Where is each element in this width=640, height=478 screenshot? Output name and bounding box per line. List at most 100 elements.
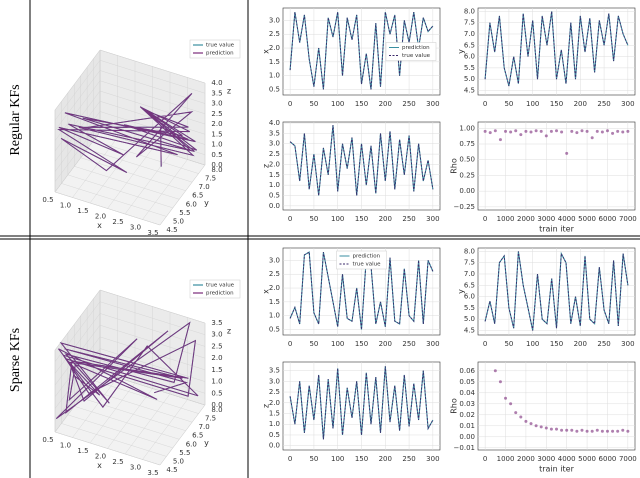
x-tick-label: 3.5 bbox=[147, 469, 158, 477]
x-tick-label: 3000 bbox=[537, 455, 555, 463]
point bbox=[585, 429, 589, 433]
y-tick-label: 2.5 bbox=[269, 30, 280, 38]
y-tick-label: 4.5 bbox=[464, 326, 475, 334]
x-tick-label: 300 bbox=[621, 100, 634, 108]
y-tick-label: 8.0 bbox=[464, 247, 475, 255]
point bbox=[498, 380, 502, 384]
y-tick-label: 3.5 bbox=[269, 367, 280, 375]
x-tick-label: 250 bbox=[402, 340, 415, 348]
point bbox=[549, 129, 553, 133]
y-tick-label: 3.0 bbox=[269, 256, 280, 264]
y-tick-label: 6.5 bbox=[192, 432, 203, 440]
x-tick-label: 4000 bbox=[558, 215, 576, 223]
y-tick-label: 6.0 bbox=[186, 200, 197, 208]
y-tick-label: 0.25 bbox=[459, 171, 475, 179]
z-tick-label: 2.0 bbox=[211, 354, 222, 362]
y-tick-label: 0.5 bbox=[269, 85, 280, 93]
point bbox=[555, 129, 558, 133]
x-tick-label: 4000 bbox=[558, 455, 576, 463]
y-tick-label: 8.0 bbox=[211, 406, 222, 414]
point bbox=[580, 428, 584, 432]
y-tick-label: 1.5 bbox=[269, 58, 280, 66]
y-tick-label: 0.00 bbox=[459, 433, 475, 441]
x-tick-label: 200 bbox=[574, 340, 587, 348]
y-tick-label: 0.00 bbox=[459, 187, 475, 195]
x-tick-label: 2000 bbox=[517, 215, 535, 223]
point bbox=[483, 129, 487, 133]
point bbox=[570, 428, 574, 432]
point bbox=[616, 429, 620, 433]
legend-label: true value bbox=[206, 43, 235, 49]
y-tick-label: 8.0 bbox=[211, 166, 222, 174]
y-tick-label: 4.5 bbox=[166, 466, 177, 474]
point bbox=[509, 130, 513, 134]
y-tick-label: 0.5 bbox=[269, 192, 280, 200]
point bbox=[493, 129, 497, 133]
y-tick-label: 0.05 bbox=[459, 378, 475, 386]
x-tick-label: 50 bbox=[309, 455, 318, 463]
point bbox=[524, 419, 528, 423]
y-axis-label: x bbox=[262, 49, 271, 54]
y-axis-label: x bbox=[262, 289, 271, 294]
z-tick-label: 0.5 bbox=[211, 151, 222, 159]
x-tick-label: 50 bbox=[309, 100, 318, 108]
point bbox=[504, 129, 508, 133]
z-tick-label: 1.0 bbox=[211, 141, 222, 149]
point bbox=[580, 129, 584, 133]
x-tick-label: 300 bbox=[426, 340, 439, 348]
x-tick-label: 300 bbox=[426, 215, 439, 223]
y-tick-label: 2.0 bbox=[269, 399, 280, 407]
y-tick-label: 6.0 bbox=[464, 53, 475, 61]
point bbox=[544, 134, 548, 138]
x-axis-label: x bbox=[97, 221, 102, 230]
z-axis-label: z bbox=[227, 87, 231, 96]
y-tick-label: 8.0 bbox=[464, 7, 475, 15]
x-tick-label: 50 bbox=[504, 340, 513, 348]
x-tick-label: 6000 bbox=[599, 455, 617, 463]
series-line bbox=[289, 251, 434, 330]
y-tick-label: 7.0 bbox=[464, 30, 475, 38]
point bbox=[600, 429, 604, 433]
point bbox=[529, 130, 533, 134]
y-tick-label: 1.0 bbox=[269, 72, 280, 80]
point bbox=[565, 151, 569, 155]
point bbox=[560, 428, 564, 432]
point bbox=[539, 129, 543, 133]
y-tick-label: 0.02 bbox=[459, 411, 475, 419]
y-tick-label: 0.03 bbox=[459, 400, 475, 408]
grid-line bbox=[54, 70, 206, 131]
z-tick-label: 2.5 bbox=[211, 110, 222, 118]
y-tick-label: 7.0 bbox=[464, 270, 475, 278]
point bbox=[590, 136, 594, 140]
y-tick-label: 5.5 bbox=[179, 209, 190, 217]
point bbox=[575, 131, 579, 135]
point bbox=[549, 427, 553, 431]
y-tick-label: 0.01 bbox=[459, 422, 475, 430]
x-tick-label: 3.0 bbox=[130, 464, 141, 472]
y-tick-label: 2.0 bbox=[269, 284, 280, 292]
x-tick-label: 150 bbox=[355, 100, 368, 108]
x-tick-label: 3.5 bbox=[147, 229, 158, 237]
y-tick-label: 1.5 bbox=[269, 298, 280, 306]
point bbox=[493, 369, 497, 373]
y-tick-label: 0.5 bbox=[269, 325, 280, 333]
x-tick-label: 250 bbox=[402, 100, 415, 108]
x-tick-label: 0.5 bbox=[42, 196, 53, 204]
grid-line bbox=[54, 289, 206, 351]
x-tick-label: 7000 bbox=[619, 215, 637, 223]
y-tick-label: 5.0 bbox=[173, 217, 184, 225]
x-tick-label: 300 bbox=[426, 100, 439, 108]
series-line bbox=[484, 11, 629, 87]
y-tick-label: 3.0 bbox=[269, 377, 280, 385]
x-tick-label: 1.5 bbox=[77, 207, 88, 215]
x-tick-label: 1.0 bbox=[60, 442, 71, 450]
y-tick-label: 4.5 bbox=[166, 226, 177, 234]
x-tick-label: 150 bbox=[355, 455, 368, 463]
x-tick-label: 300 bbox=[621, 340, 634, 348]
x-tick-label: 0 bbox=[288, 340, 292, 348]
plot-area bbox=[477, 121, 636, 211]
x-tick-label: 0 bbox=[288, 100, 292, 108]
y-axis-label: y bbox=[457, 49, 466, 54]
y-axis-label: z bbox=[262, 404, 271, 408]
x-tick-label: 0.5 bbox=[42, 436, 53, 444]
